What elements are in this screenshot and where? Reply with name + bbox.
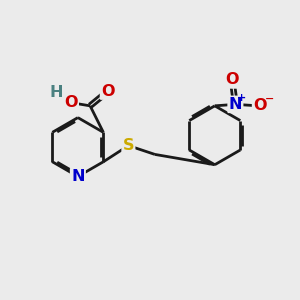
Text: O: O <box>101 84 115 99</box>
Text: N: N <box>71 169 85 184</box>
Text: O: O <box>253 98 267 113</box>
Text: O: O <box>226 72 239 87</box>
Text: N: N <box>229 97 242 112</box>
Text: S: S <box>123 138 134 153</box>
Text: +: + <box>237 93 246 103</box>
Text: O: O <box>64 95 78 110</box>
Text: −: − <box>265 94 274 104</box>
Text: H: H <box>50 85 63 100</box>
